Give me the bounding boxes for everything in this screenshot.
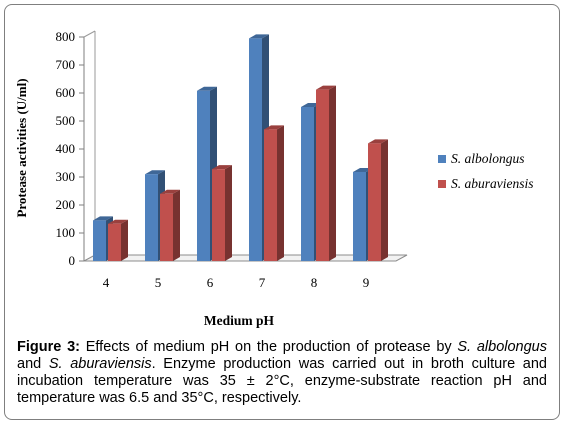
bar-front	[264, 129, 277, 261]
bar-aburaviensis-ph-9	[368, 139, 388, 261]
y-tick-label: 300	[56, 169, 76, 184]
bar-top	[145, 170, 165, 175]
y-tick-label: 200	[56, 197, 76, 212]
legend-label: S. aburaviensis	[451, 176, 534, 191]
bar-aburaviensis-ph-5	[160, 189, 180, 261]
bar-top	[160, 189, 180, 194]
chart-labels: 0 100 200 300 400 500 600 700 800 4 5 6 7 8 9	[56, 29, 370, 290]
y-tick-label: 500	[56, 113, 76, 128]
bar-top	[197, 86, 217, 91]
bar-top	[93, 216, 113, 221]
bar-front	[108, 223, 121, 261]
x-tick-label: 5	[155, 275, 162, 290]
legend-label: S. albolongus	[451, 151, 525, 166]
x-tick-label: 7	[259, 275, 266, 290]
bar-front	[197, 90, 210, 261]
caption-label: Figure 3:	[17, 339, 80, 355]
bar-front	[353, 171, 366, 261]
y-tick-label: 800	[56, 29, 76, 44]
bar-top	[264, 125, 284, 130]
x-axis-title: Medium pH	[204, 313, 275, 328]
bar-front	[316, 89, 329, 261]
bar-aburaviensis-ph-4	[108, 219, 128, 261]
bar-front	[145, 174, 158, 261]
y-tick-label: 400	[56, 141, 76, 156]
bar-top	[108, 219, 128, 224]
chart-legend: S. albolongus S. aburaviensis	[438, 151, 534, 191]
y-tick-label: 100	[56, 225, 76, 240]
x-tick-label: 9	[363, 275, 370, 290]
bar-top	[368, 139, 388, 144]
figure-caption: Figure 3: Effects of medium pH on the pr…	[17, 339, 547, 407]
bar-front	[160, 193, 173, 261]
y-tick-label: 600	[56, 85, 76, 100]
y-axis-title: Protease activities (U/ml)	[14, 78, 29, 217]
bar-front	[301, 107, 314, 261]
bar-front	[249, 38, 262, 262]
bar-front	[368, 143, 381, 261]
caption-text-1: Effects of medium pH on the production o…	[79, 339, 458, 355]
x-tick-label: 6	[207, 275, 214, 290]
caption-species-2: S. aburaviensis	[48, 356, 152, 372]
bar-side	[121, 219, 128, 261]
bar-side	[225, 165, 232, 261]
legend-swatch	[438, 180, 446, 188]
bar-front	[212, 169, 225, 261]
caption-text-2: and	[17, 356, 49, 372]
chart-bars	[93, 34, 388, 262]
x-tick-label: 8	[311, 275, 318, 290]
y-axis-top-edge	[83, 30, 96, 38]
y-tick-label: 0	[69, 253, 76, 268]
x-tick-label: 4	[103, 275, 110, 290]
bar-top	[249, 34, 269, 39]
bar-aburaviensis-ph-8	[316, 85, 336, 261]
legend-swatch	[438, 155, 446, 163]
bar-top	[212, 165, 232, 170]
bar-chart: 0 100 200 300 400 500 600 700 800 4 5 6 7 8 9 Protease…	[14, 29, 534, 328]
bar-front	[93, 220, 106, 261]
bar-side	[329, 85, 336, 261]
bar-top	[316, 85, 336, 90]
caption-species-1: S. albolongus	[457, 339, 547, 355]
bar-aburaviensis-ph-6	[212, 165, 232, 261]
caption-text-3: . Enzyme production was carried out in b…	[17, 356, 547, 406]
bar-aburaviensis-ph-7	[264, 125, 284, 262]
y-tick-label: 700	[56, 57, 76, 72]
bar-side	[277, 125, 284, 262]
bar-side	[173, 189, 180, 261]
bar-side	[381, 139, 388, 261]
